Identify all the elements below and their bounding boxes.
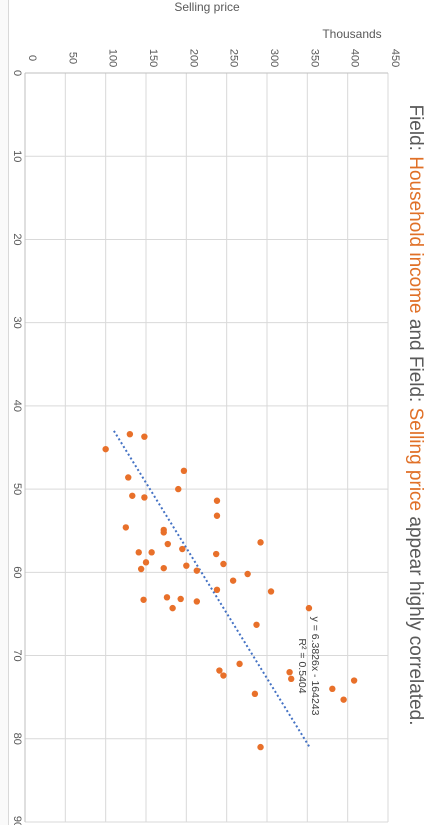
data-point [236, 660, 243, 668]
data-point [253, 621, 260, 628]
x-tick-label: 30 [11, 317, 23, 329]
data-point [148, 549, 155, 556]
y-tick-label: 50 [66, 52, 78, 64]
trendline-layer [113, 430, 311, 748]
data-point [286, 669, 293, 676]
data-point [102, 445, 109, 453]
title-segment: Field: [405, 104, 426, 156]
data-point [141, 433, 148, 440]
trendline-equation-text: y = 6.3826x - 164243 [309, 617, 321, 716]
data-point [267, 588, 275, 595]
y-axis-label: Selling price [174, 0, 240, 14]
data-point [213, 586, 221, 594]
x-tick-label: 60 [11, 566, 23, 578]
data-point [180, 467, 188, 475]
data-point [140, 596, 147, 603]
data-point [213, 512, 221, 519]
data-point [183, 562, 190, 569]
data-points [102, 430, 358, 751]
y-tick-label: 200 [187, 49, 199, 67]
x-tick-label: 0 [11, 70, 23, 76]
chart-title: Field: Household income and Field: Selli… [405, 104, 426, 725]
x-tick-label: 20 [11, 233, 23, 245]
data-point [220, 672, 227, 679]
data-point [213, 497, 221, 504]
data-point [163, 594, 171, 601]
x-tick-label: 40 [11, 400, 23, 412]
data-point [193, 567, 201, 574]
title-segment: appear highly correlated. [405, 511, 426, 725]
data-point [141, 494, 148, 501]
data-point [350, 677, 358, 684]
title-segment: Household income [405, 156, 426, 313]
y-tick-label: 300 [268, 49, 280, 67]
data-point [164, 540, 171, 548]
data-point [122, 524, 130, 531]
data-point [229, 577, 237, 584]
x-tick-label: 10 [11, 150, 23, 162]
y-tick-label: 350 [308, 49, 320, 67]
trendline [113, 430, 311, 748]
data-point [126, 430, 134, 438]
data-point [129, 492, 136, 499]
x-tick-label: 90 [11, 816, 23, 825]
data-point [160, 564, 167, 572]
data-point [179, 545, 186, 553]
data-point [177, 595, 184, 603]
data-point [257, 743, 264, 751]
data-point [125, 474, 132, 481]
y-tick-label: 150 [147, 49, 159, 67]
data-point [340, 696, 347, 703]
data-point [257, 539, 264, 546]
y-tick-label: 400 [349, 49, 361, 67]
data-point [169, 604, 176, 612]
title-segment: and Field: [405, 314, 426, 408]
data-point [216, 667, 223, 674]
x-tick-label: 50 [11, 483, 23, 495]
data-point [137, 565, 145, 573]
gridlines [24, 72, 389, 823]
axes: 0 50 100 150 200 250 300 350 400 450 0 10 20 30 40 50 60… [11, 49, 401, 825]
data-point [193, 598, 201, 605]
y-axis-units-label: Thousands [322, 27, 381, 41]
data-point [142, 559, 150, 566]
x-tick-label: 70 [11, 649, 23, 661]
data-point [212, 550, 220, 558]
trendline-equation: y = 6.3826x - 164243 R² = 0.5404 [296, 617, 321, 716]
data-point [305, 604, 313, 612]
data-point [251, 690, 259, 698]
y-tick-label: 450 [389, 49, 401, 67]
data-point [220, 560, 227, 568]
y-tick-label: 100 [107, 49, 119, 67]
data-point [160, 529, 167, 536]
x-tick-label: 80 [11, 733, 23, 745]
trendline-r-squared-text: R² = 0.5404 [296, 638, 308, 693]
data-point [288, 675, 295, 683]
data-point [175, 485, 182, 493]
title-segment: Selling price [405, 408, 426, 512]
y-tick-label: 250 [228, 49, 240, 67]
data-point [244, 570, 251, 578]
left-edge-divider [0, 0, 9, 825]
data-point [135, 549, 142, 556]
y-tick-label: 0 [26, 55, 38, 61]
data-point [329, 685, 336, 693]
